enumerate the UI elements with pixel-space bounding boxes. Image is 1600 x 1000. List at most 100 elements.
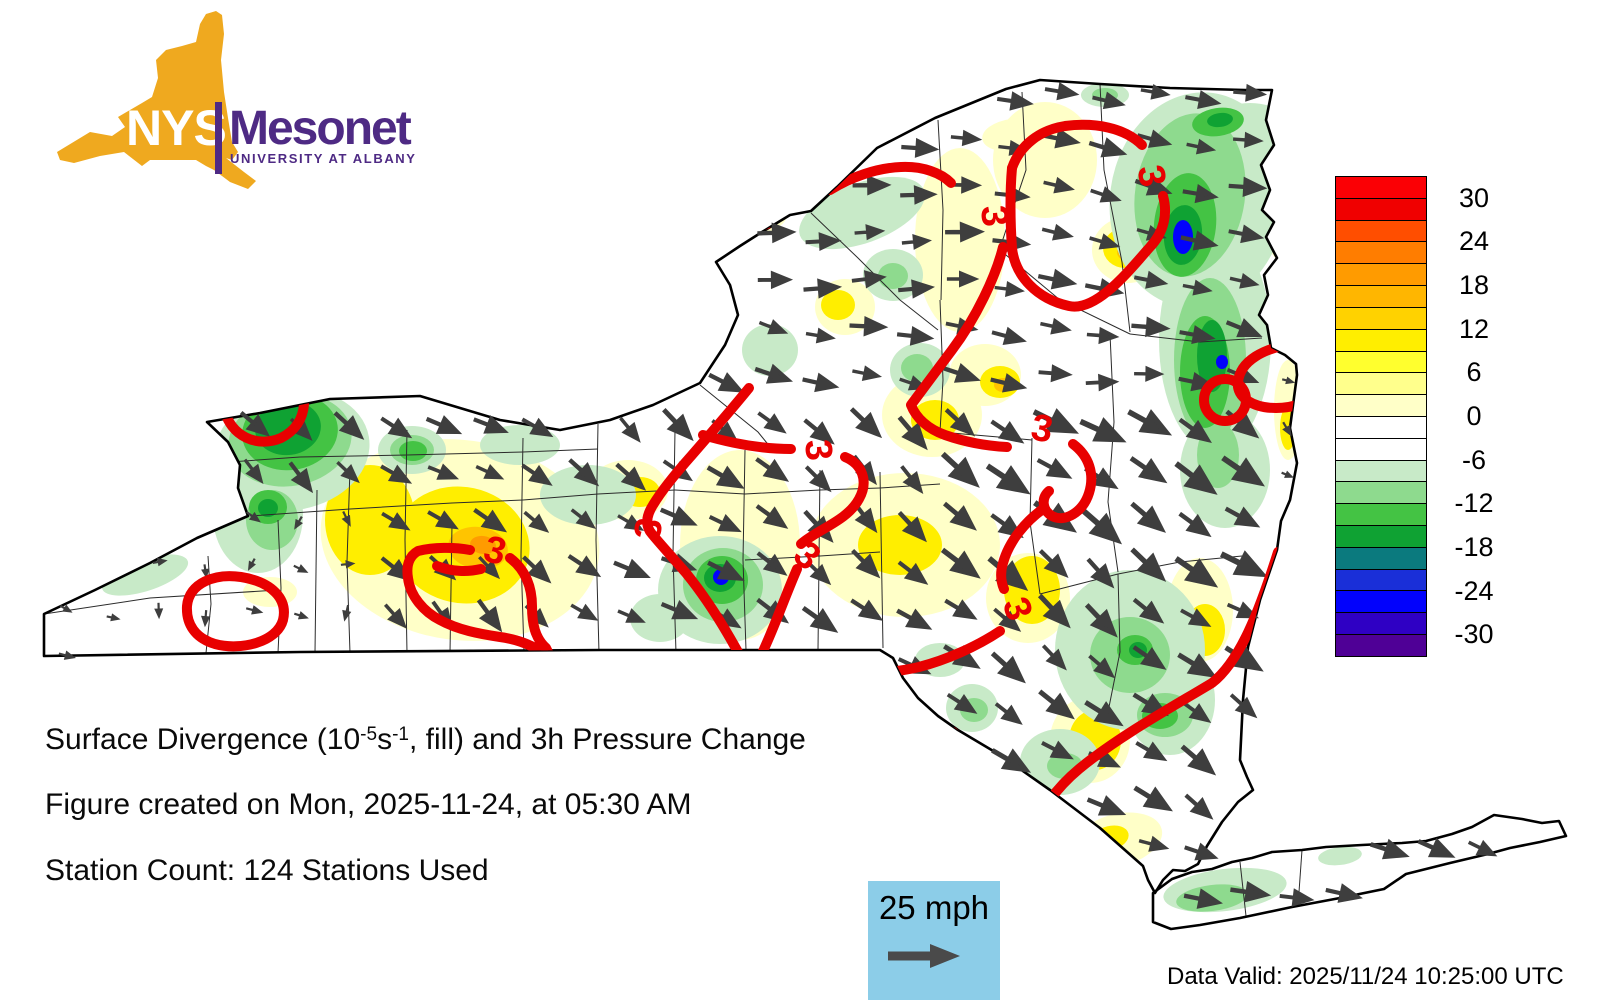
wind-arrow	[990, 651, 1026, 684]
wind-arrow	[950, 129, 983, 147]
colorbar-segment	[1335, 481, 1427, 505]
wind-arrow	[996, 91, 1034, 111]
wind-arrow	[1133, 785, 1173, 812]
colorbar-segment	[1335, 372, 1427, 396]
colorbar-tick-label: 6	[1466, 357, 1482, 388]
wind-arrow	[293, 564, 309, 573]
colorbar-segment	[1335, 568, 1427, 592]
wind-arrow	[896, 608, 933, 630]
logo-university-text: UNIVERSITY AT ALBANY	[230, 151, 417, 166]
wind-arrow	[1086, 326, 1120, 345]
wind-arrow	[1037, 268, 1078, 290]
wind-arrow	[1183, 888, 1223, 909]
wind-arrow	[1040, 317, 1072, 335]
wind-arrow	[523, 510, 550, 533]
colorbar-tick-label: 12	[1458, 313, 1490, 344]
wind-arrow	[615, 462, 647, 491]
contour-value-label: 3	[796, 438, 840, 463]
logo-mesonet-text: Mesonet	[229, 102, 412, 155]
wind-arrow	[1090, 186, 1122, 203]
wind-arrow	[383, 603, 407, 629]
wind-arrow	[478, 555, 501, 580]
wind-arrow	[854, 224, 886, 241]
pressure-contour	[181, 571, 289, 652]
wind-arrow	[1220, 550, 1268, 578]
wind-arrow	[1184, 793, 1214, 820]
wind-arrow	[944, 598, 978, 620]
colorbar-segment	[1335, 525, 1427, 548]
wind-arrow	[1180, 230, 1219, 251]
wind-arrow	[897, 560, 929, 585]
logo-state-shape	[57, 11, 256, 189]
wind-arrow	[901, 137, 940, 158]
wind-arrow	[1180, 744, 1217, 776]
wind-arrow	[342, 604, 352, 622]
wind-arrow	[58, 650, 77, 660]
wind-arrow	[380, 464, 413, 484]
station-count-text: Station Count: 124 Stations Used	[45, 854, 489, 887]
wind-arrow	[897, 415, 928, 451]
wind-arrow	[991, 748, 1032, 773]
wind-arrow	[900, 465, 924, 494]
wind-arrow	[993, 607, 1022, 632]
wind-arrow	[1133, 270, 1169, 289]
wind-arrow	[1224, 506, 1261, 528]
wind-arrow	[476, 598, 503, 633]
wind-arrow	[803, 418, 835, 445]
wind-arrow	[1182, 279, 1213, 296]
pressure-contour	[796, 452, 869, 549]
wind-arrow	[1135, 741, 1168, 762]
state-outline	[42, 78, 1568, 931]
colorbar-segment	[1335, 394, 1427, 417]
wind-arrow	[1229, 273, 1260, 289]
data-valid-timestamp: Data Valid: 2025/11/24 10:25:00 UTC	[1167, 963, 1564, 990]
wind-arrow	[802, 372, 840, 393]
wind-arrow	[521, 463, 553, 486]
wind-arrow-layer	[58, 82, 1498, 909]
wind-arrow	[239, 410, 271, 437]
pressure-contour	[756, 564, 802, 661]
wind-arrow	[985, 463, 1031, 495]
contour-value-label: 3	[1028, 406, 1056, 451]
wind-arrow	[152, 557, 168, 567]
wind-arrow	[940, 451, 980, 488]
pressure-contour	[1232, 338, 1306, 413]
pressure-contour	[906, 242, 1012, 452]
colorbar-segment	[1335, 612, 1427, 636]
wind-arrow	[1226, 601, 1260, 619]
title-exponent-2: -1	[392, 724, 409, 745]
pressure-contour	[642, 383, 754, 664]
wind-arrow	[288, 461, 314, 494]
colorbar-segment	[1335, 263, 1427, 287]
wind-arrow	[106, 613, 121, 622]
wind-arrow	[154, 602, 164, 620]
colorbar-segment	[1335, 306, 1427, 330]
wind-arrow	[805, 560, 832, 586]
pressure-contour	[402, 542, 555, 663]
pressure-contour	[219, 399, 309, 447]
wind-arrow	[805, 327, 836, 344]
wind-arrow	[896, 326, 935, 346]
wind-arrow	[945, 221, 985, 243]
pressure-contour	[432, 561, 486, 576]
wind-arrow	[1225, 318, 1263, 338]
wind-arrow	[1281, 376, 1296, 385]
wind-arrow	[662, 408, 694, 442]
wind-arrow	[1229, 693, 1258, 719]
wind-arrow	[804, 465, 832, 493]
wind-arrow	[380, 416, 413, 439]
wind-arrow	[427, 510, 459, 530]
wind-arrow	[1086, 795, 1127, 816]
wind-arrow	[1132, 597, 1165, 624]
wind-arrow	[1221, 455, 1265, 487]
title-prefix: Surface Divergence (10	[45, 723, 361, 756]
wind-arrow	[1178, 371, 1216, 392]
colorbar-segment	[1335, 437, 1427, 461]
wind-arrow	[1233, 83, 1268, 102]
colorbar-segment	[1335, 590, 1427, 614]
wind-arrow	[1038, 689, 1075, 720]
wind-arrow	[1041, 223, 1074, 241]
wind-arrow	[1092, 91, 1126, 110]
wind-arrow	[1417, 837, 1456, 858]
wind-arrow	[708, 372, 745, 393]
